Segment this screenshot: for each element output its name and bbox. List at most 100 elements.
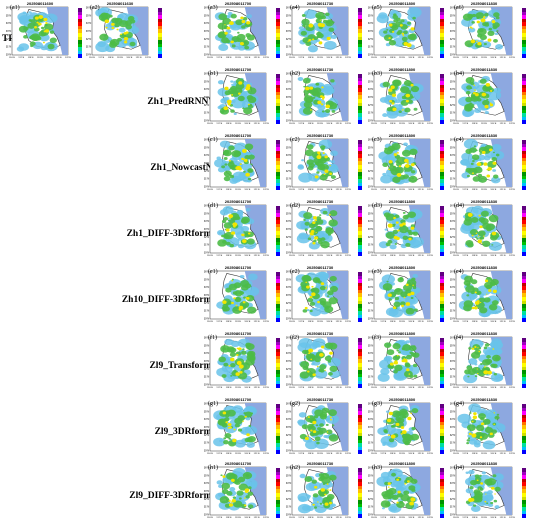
colorbar-segment [522,25,526,30]
colorbar-segment [440,286,444,290]
lon-tick-label: 119°E [399,387,405,389]
lon-tick-label: 116°E [207,57,213,59]
lon-tick-label: 117°E [462,57,468,59]
colorbar-segment [276,489,280,493]
colorbar-segment [276,88,280,92]
colorbar-segment [358,384,362,388]
echo-field [460,205,502,252]
colorbar-segment [358,345,362,349]
map-panel: 202508011700 36°N 35°N 34°N 33°N 32°N 31°N 30°N… [200,397,280,460]
lat-tick-label: 32°N [286,434,292,437]
lon-tick-label: 116°E [289,321,295,323]
colorbar-segment [358,352,362,356]
colorbar-segment [440,425,444,429]
lat-tick-label: 36°N [286,271,292,274]
colorbar-segment [522,485,526,490]
colorbar-segment [440,436,444,440]
colorbar-segment [276,352,280,356]
lat-tick-label: 30°N [368,450,374,453]
lon-tick-label: 116°E [289,517,295,519]
colorbar-segment [358,241,362,246]
lat-tick-label: 31°N [368,442,374,445]
echo-field [295,271,340,317]
lat-tick-label: 35°N [286,344,292,347]
sea-area [326,73,348,121]
colorbar-segment [276,168,280,173]
colorbar-segment [358,230,362,235]
colorbar [522,404,526,454]
colorbar-segment [522,404,526,408]
colorbar-segment [276,143,280,148]
colorbar-segment [440,446,444,451]
colorbar-segment [276,116,280,121]
colorbar [276,404,280,454]
colorbar-segment [440,50,444,55]
panel-tag: (c2) [290,137,300,143]
lat-tick-label: 34°N [286,22,292,25]
colorbar-segment [78,8,82,12]
colorbar-segment [358,500,362,504]
lat-tick-label: 36°N [450,139,456,142]
lat-tick-label: 36°N [450,337,456,340]
panel-tag: (b4) [454,71,464,77]
panel-tag: (g2) [290,401,300,407]
colorbar-segment [522,120,526,124]
colorbar-segment [522,275,526,280]
colorbar-segment [358,161,362,165]
colorbar-segment [276,418,280,422]
lat-tick-label: 34°N [286,482,292,485]
colorbar-segment [358,74,362,78]
lon-tick-label: 121°E [336,255,343,257]
colorbar-segment [358,304,362,308]
echo-field [297,139,339,183]
lon-tick-label: 120°E [244,189,251,191]
colorbar-segment [276,377,280,381]
lat-tick-label: 30°N [204,252,210,255]
map-panel: 202508011830 36°N 35°N 34°N 33°N 32°N 31°N 30°N… [446,265,526,328]
colorbar-segment [158,22,162,26]
panel-time: 202508011700 [224,133,252,138]
lat-tick-label: 32°N [450,434,456,437]
colorbar [276,8,280,58]
colorbar-segment [522,172,526,176]
colorbar-segment [358,25,362,30]
colorbar-segment [440,475,444,479]
colorbar-segment [358,98,362,103]
lon-tick-label: 120°E [490,255,497,257]
colorbar-segment [358,289,362,294]
colorbar-segment [358,32,362,37]
colorbar-segment [358,47,362,51]
colorbar-segment [358,234,362,239]
lat-tick-label: 30°N [286,120,292,123]
lat-tick-label: 35°N [450,344,456,347]
lat-tick-label: 33°N [204,490,210,493]
colorbar-segment [440,116,444,121]
lon-tick-label: 117°E [216,517,222,519]
lat-tick-label: 34°N [286,286,292,289]
colorbar-segment [276,478,280,483]
colorbar-segment [522,109,526,114]
lat-tick-label: 33°N [204,162,210,165]
colorbar-segment [440,15,444,19]
echo-field [95,7,140,53]
colorbar-segment [440,500,444,504]
colorbar-segment [358,95,362,99]
lat-tick-label: 31°N [204,376,210,379]
lon-tick-label: 116°E [371,453,377,455]
colorbar-segment [276,411,280,415]
lat-tick-label: 30°N [204,450,210,453]
lon-tick-label: 118°E [472,453,478,455]
colorbar-segment [276,175,280,180]
colorbar-segment [358,307,362,312]
lon-tick-label: 120°E [326,123,333,125]
lat-tick-label: 31°N [286,112,292,115]
colorbar-segment [358,150,362,155]
colorbar-segment [276,227,280,231]
colorbar-segment [440,95,444,99]
colorbar-segment [522,175,526,180]
